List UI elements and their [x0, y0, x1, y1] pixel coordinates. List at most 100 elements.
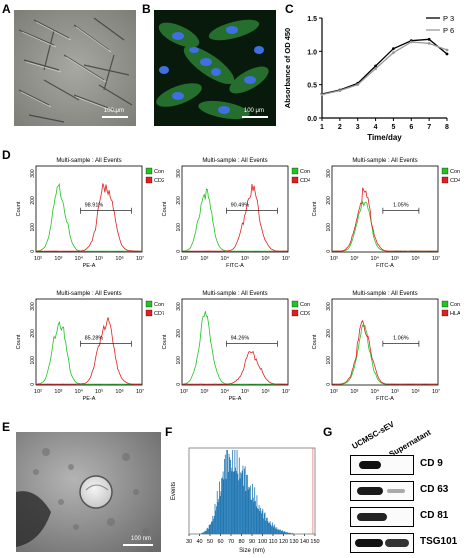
histogram-bar	[289, 532, 291, 534]
y-tick-label: 0	[176, 383, 182, 386]
histogram-bar	[210, 521, 212, 534]
histogram-bar	[245, 491, 247, 534]
legend-swatch	[145, 300, 153, 308]
x-tick-label: 10⁷	[282, 388, 290, 395]
histogram-bar	[277, 529, 278, 534]
histogram-bar	[246, 474, 248, 534]
x-axis-label: FITC-A	[226, 263, 244, 269]
histogram-bar	[214, 503, 216, 534]
flow-header: Multi-sample : All Events	[352, 158, 417, 164]
data-point	[392, 47, 395, 51]
y-axis-label: Count	[162, 201, 168, 216]
legend-label: CD73	[154, 311, 164, 317]
histogram-bar	[205, 530, 207, 534]
gate-percentage: 1.06%	[393, 336, 409, 342]
histogram-bar	[267, 520, 269, 534]
legend-label: Control	[154, 302, 164, 308]
panel-label-a: A	[2, 2, 11, 16]
histogram-bar	[215, 510, 217, 534]
wb-band	[355, 539, 383, 547]
x-tick-label: 10⁵	[241, 388, 249, 395]
y-tick-label: 100	[326, 223, 332, 232]
x-tick-label: 10⁴	[75, 388, 84, 395]
histogram-bar	[241, 473, 242, 534]
x-tick-label: 100	[258, 539, 267, 545]
x-tick-label: 10³	[54, 389, 62, 395]
x-tick-label: 10⁷	[432, 255, 440, 262]
plot-frame	[35, 165, 143, 253]
histogram-bar	[227, 450, 228, 534]
y-tick-label: 100	[30, 223, 36, 232]
x-tick-label: 10²	[180, 389, 188, 395]
histogram-bar	[288, 532, 290, 534]
x-tick-label: 10⁴	[371, 388, 380, 395]
histogram-bar	[276, 527, 278, 534]
histogram-bar	[248, 486, 250, 534]
histogram-bar	[237, 473, 239, 534]
y-tick-label: 300	[30, 169, 36, 178]
histogram-bar	[239, 478, 241, 534]
histogram-bar	[224, 459, 225, 534]
y-axis-label: Count	[312, 334, 318, 349]
histogram-bar	[218, 499, 220, 534]
gate-percentage: 94.26%	[231, 336, 250, 342]
x-tick-label: 10²	[180, 256, 188, 262]
histogram-bar	[269, 521, 271, 534]
histogram-bar	[256, 495, 258, 534]
plot-frame	[331, 298, 439, 386]
series-line	[321, 38, 448, 95]
histogram-bar	[261, 510, 263, 534]
x-tick-label: 10⁷	[136, 255, 144, 262]
x-tick-label: 110	[269, 539, 278, 545]
x-axis-label: PE-A	[83, 396, 96, 402]
x-tick-label: 10⁶	[261, 388, 269, 395]
legend-swatch	[291, 309, 299, 317]
y-tick-label: 100	[30, 356, 36, 365]
x-tick-label: 10²	[330, 256, 338, 262]
y-tick-label: 0.5	[307, 83, 317, 90]
x-tick-label: 10⁷	[432, 388, 440, 395]
histogram-bar	[272, 525, 274, 534]
x-axis-label: FITC-A	[376, 396, 394, 402]
histogram-bar	[249, 485, 251, 534]
histogram-bar	[285, 532, 286, 534]
x-tick-label: 10⁵	[241, 255, 249, 262]
x-tick-label: 10⁴	[371, 255, 380, 262]
series-line	[321, 41, 448, 96]
histogram-bar	[286, 532, 288, 534]
x-tick-label: 10⁵	[95, 388, 103, 395]
histogram-bar	[263, 513, 265, 534]
flow-histogram-cd45: Multi-sample : All Events 0 100 200 300 Count…	[312, 158, 460, 269]
x-tick-label: 1	[320, 124, 324, 131]
gate-percentage: 1.05%	[393, 203, 409, 209]
histogram-bar	[232, 471, 234, 534]
legend-swatch	[145, 309, 153, 317]
wb-row-label: TSG101	[420, 536, 458, 547]
x-tick-label: 10⁴	[221, 388, 230, 395]
histogram-bar	[226, 450, 228, 534]
x-axis-label: PE-A	[83, 263, 96, 269]
data-point	[445, 48, 449, 52]
x-tick-label: 10³	[200, 389, 208, 395]
x-tick-label: 3	[356, 124, 360, 131]
y-axis-label: Count	[162, 334, 168, 349]
histogram-bar	[288, 532, 289, 534]
fluorescence-micrograph: 100 μm	[154, 10, 276, 126]
control-histogram	[36, 320, 142, 385]
histogram-bar	[202, 532, 203, 534]
histogram-bar	[292, 533, 294, 534]
x-axis-label: PE-A	[229, 396, 242, 402]
x-tick-label: 150	[310, 539, 319, 545]
x-tick-label: 10⁴	[221, 255, 230, 262]
y-tick-label: 200	[326, 329, 332, 338]
histogram-bar	[250, 499, 252, 534]
legend-swatch	[291, 176, 299, 184]
control-histogram	[182, 188, 288, 252]
control-histogram	[181, 311, 289, 385]
x-tick-label: 10⁶	[115, 388, 123, 395]
wb-row-label: CD 81	[420, 510, 449, 521]
histogram-bar	[224, 454, 226, 534]
legend-swatch	[145, 176, 153, 184]
y-tick-label: 0.0	[307, 116, 317, 123]
legend-label: CD90	[300, 311, 310, 317]
